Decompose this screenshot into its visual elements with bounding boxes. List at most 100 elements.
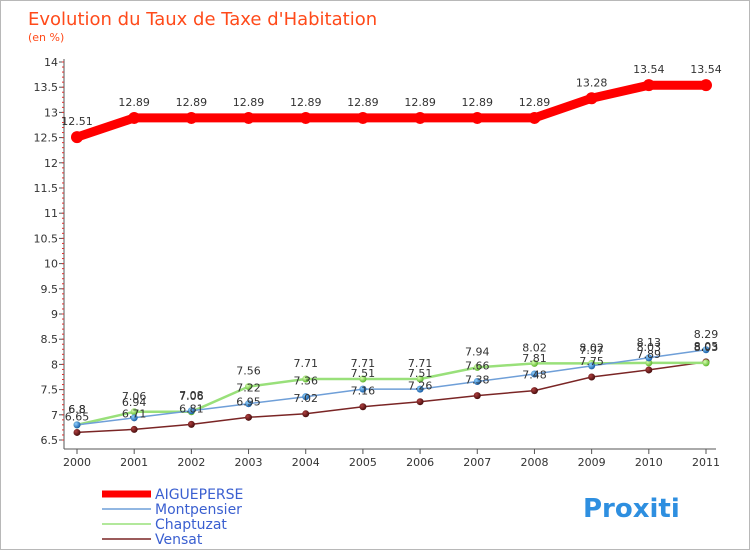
data-label: 7.71	[351, 357, 376, 370]
data-point	[130, 425, 138, 433]
y-tick-label: 10.5	[34, 232, 59, 245]
legend-item-montpensier: Montpensier	[102, 502, 242, 518]
data-point	[528, 111, 541, 124]
data-label: 12.89	[462, 96, 494, 109]
data-point	[585, 92, 598, 105]
y-tick-label: 13.5	[34, 81, 59, 94]
data-point	[588, 373, 596, 381]
data-label: 8.02	[579, 341, 604, 354]
x-tick-label: 2002	[177, 456, 205, 469]
data-label: 6.8	[68, 403, 86, 416]
series-line-montpensier	[76, 349, 707, 426]
y-tick-label: 6.5	[41, 434, 59, 447]
proxiti-logo: Proxiti	[583, 494, 680, 524]
data-point	[473, 378, 481, 386]
data-point	[302, 375, 310, 383]
data-point	[530, 370, 538, 378]
data-point	[130, 414, 138, 422]
data-point	[242, 111, 255, 124]
data-label: 7.06	[122, 390, 147, 403]
data-label: 12.51	[61, 115, 93, 128]
data-point	[73, 421, 81, 429]
y-tick-label: 8.5	[41, 333, 59, 346]
data-label: 8.29	[694, 328, 719, 341]
data-point	[130, 408, 138, 416]
data-label: 7.51	[351, 367, 376, 380]
data-labels: 12.51 12.89 12.89 12.89 12.89 12.89 12.89 12.89…	[61, 63, 722, 423]
data-point	[588, 362, 596, 370]
series-lines	[72, 80, 711, 434]
y-tick-label: 12	[44, 157, 58, 170]
y-tick-label: 8	[51, 358, 58, 371]
data-point	[642, 79, 655, 92]
data-label: 7.51	[408, 367, 433, 380]
data-label: 7.75	[579, 355, 604, 368]
y-tick-label: 10	[44, 258, 58, 271]
data-label: 8.03	[694, 341, 719, 354]
x-tick-label: 2010	[635, 456, 663, 469]
data-point	[245, 413, 253, 421]
x-tick-label: 2006	[406, 456, 434, 469]
data-point	[187, 420, 195, 428]
x-tick-label: 2007	[463, 456, 491, 469]
data-label: 7.02	[293, 392, 318, 405]
data-label: 12.89	[118, 96, 150, 109]
data-label: 7.36	[293, 375, 318, 388]
data-label: 8.13	[637, 336, 662, 349]
data-label: 7.71	[293, 357, 318, 370]
y-tick-label: 11	[44, 207, 58, 220]
x-tick-label: 2000	[63, 456, 91, 469]
data-point	[359, 385, 367, 393]
data-point	[245, 400, 253, 408]
y-tick-label: 7	[51, 409, 58, 422]
data-label: 6.94	[122, 396, 147, 409]
data-label: 7.81	[522, 352, 547, 365]
data-point	[245, 383, 253, 391]
x-tick-label: 2008	[520, 456, 548, 469]
data-label: 7.26	[408, 380, 433, 393]
x-tick-label: 2005	[349, 456, 377, 469]
logo-text: Proxiti	[583, 494, 680, 524]
data-point	[700, 79, 712, 92]
data-point	[359, 403, 367, 411]
y-tick-label: 9.5	[41, 283, 59, 296]
data-label: 6.81	[179, 402, 204, 415]
data-point	[73, 428, 81, 436]
data-point	[702, 359, 710, 367]
data-label: 7.38	[465, 374, 490, 387]
data-point	[473, 363, 481, 371]
data-label: 6.71	[122, 407, 147, 420]
data-label: 7.22	[236, 382, 261, 395]
y-tick-label: 9	[51, 308, 58, 321]
data-label: 12.89	[176, 96, 208, 109]
data-label: 8.03	[637, 341, 662, 354]
data-point	[359, 375, 367, 383]
data-label: 7.71	[408, 357, 433, 370]
data-point	[530, 359, 538, 367]
legend-label: Chaptuzat	[155, 517, 227, 533]
data-label: 8.02	[522, 341, 547, 354]
chart-subtitle: (en %)	[28, 31, 64, 44]
legend-label: Montpensier	[155, 502, 242, 518]
y-axis-ticks: 6.5 7 7.5 8 8.5 9 9.5 10 10.5 11 11.5 12 12.5 13 13.5 1…	[34, 56, 64, 447]
data-label: 7.94	[465, 345, 490, 358]
data-label: 13.28	[576, 76, 608, 89]
data-point	[702, 346, 710, 354]
x-tick-label: 2003	[235, 456, 263, 469]
data-point	[471, 111, 484, 124]
data-label: 13.54	[690, 63, 722, 76]
legend-item-chaptuzat: Chaptuzat	[102, 517, 227, 533]
data-label: 7.66	[465, 360, 490, 373]
legend-label: AIGUEPERSE	[155, 487, 243, 503]
data-label: 12.89	[290, 96, 322, 109]
y-tick-label: 13	[44, 106, 58, 119]
x-axis-ticks: 2000 2001 2002 2003 2004 2005 2006 2007 2008 2009…	[63, 449, 720, 469]
chart-title: Evolution du Taux de Taxe d'Habitation	[28, 9, 377, 30]
series-line-chaptuzat	[75, 361, 708, 427]
data-label: 7.48	[522, 369, 547, 382]
data-label: 7.97	[579, 344, 604, 357]
data-label: 13.54	[633, 63, 665, 76]
data-point	[416, 398, 424, 406]
